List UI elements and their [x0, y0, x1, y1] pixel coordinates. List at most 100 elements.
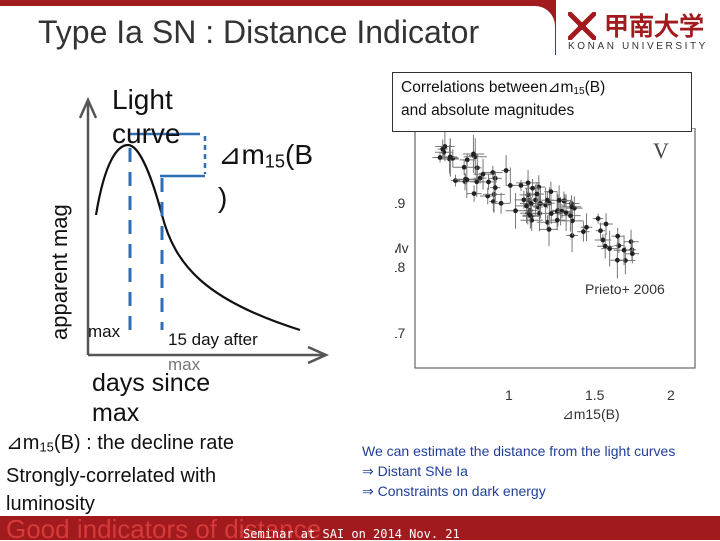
caption-line2: and absolute magnitudes [401, 102, 575, 119]
scatter-point [570, 218, 575, 224]
x-axis-label-line2: max [92, 399, 140, 424]
scatter-point [580, 229, 586, 235]
light-curve-sketch [78, 96, 330, 365]
scatter-point [569, 204, 575, 210]
scatter-point [513, 208, 518, 214]
x-axis-label-line1: days since [92, 369, 211, 397]
scatter-point [464, 177, 470, 183]
light-label-line1: Light [112, 84, 173, 115]
y-axis-arrow [78, 96, 98, 119]
scatter-point [554, 208, 560, 214]
scatter-point [474, 179, 480, 185]
logo-text: 甲南大学 [604, 12, 705, 41]
light-curve-path [94, 143, 301, 332]
ytick-label: -19 [395, 195, 405, 211]
scatter-point [614, 257, 620, 263]
plot-ylabel: Mv [395, 240, 409, 256]
scatter-point [507, 183, 513, 188]
scatter-point [569, 233, 575, 238]
footer-text: Seminar at SAI on 2014 Nov. 21 [243, 527, 460, 541]
scatter-point [598, 228, 603, 234]
scatter-point [563, 210, 569, 216]
delta-m15-label: ⊿m15(B [218, 139, 314, 172]
scatter-point [529, 217, 535, 223]
logo-subtitle: KONAN UNIVERSITY [568, 41, 708, 52]
scatter-point [554, 217, 560, 223]
scatter-point [471, 191, 477, 197]
scatter-point [528, 201, 534, 206]
mv-vs-dm15-plot: V Mv -19 -18 -17 1 1.5 2 Prieto+ 2006 [395, 128, 710, 406]
scatter-point [595, 216, 601, 221]
scatter-point [471, 151, 476, 157]
right-notes: We can estimate the distance from the li… [362, 441, 675, 501]
plot-xlabel: ⊿m15(B) [562, 406, 620, 422]
scatter-point [546, 226, 552, 232]
note-line1: We can estimate the distance from the li… [362, 443, 676, 459]
scatter-points [432, 131, 640, 279]
scatter-point [437, 155, 443, 160]
scatter-point [556, 197, 562, 203]
xtick-label: 1 [505, 387, 513, 403]
scatter-point [492, 185, 498, 191]
scatter-point [534, 191, 540, 197]
scatter-point [548, 211, 554, 216]
scatter-point [530, 185, 535, 191]
good-indicators-text: Good indicators of distance [6, 514, 322, 540]
after-label-line2: max [168, 355, 201, 374]
bottom-line2: Strongly-correlated with [6, 464, 217, 487]
scatter-point [600, 237, 606, 243]
xtick-label: 1.5 [585, 387, 605, 403]
scatter-point [480, 171, 486, 177]
scatter-point [615, 233, 621, 239]
slide-title: Type Ia SN : Distance Indicator [38, 14, 480, 50]
y-axis-label: apparent mag [47, 204, 72, 340]
scatter-point [561, 198, 567, 204]
scatter-point [603, 221, 609, 227]
plot-frame-box [414, 128, 696, 369]
bottom-line1: ⊿m15(B) : the decline rate [6, 432, 234, 455]
delta-m15-close: ) [218, 182, 228, 213]
bottom-line3: luminosity [6, 492, 95, 515]
scatter-point [498, 200, 504, 206]
scatter-point [461, 164, 467, 170]
caption-line1: Correlations between⊿m15(B) [401, 79, 606, 97]
university-logo-icon [568, 12, 596, 40]
citation-label: Prieto+ 2006 [585, 281, 665, 297]
scatter-point [447, 154, 453, 160]
scatter-point [544, 197, 550, 203]
footer-bar [0, 516, 720, 540]
scatter-point [518, 182, 524, 188]
scatter-point [525, 180, 531, 186]
delta-symbol: ⊿ [218, 139, 242, 170]
scatter-point [584, 224, 589, 230]
scatter-point [486, 179, 491, 185]
x-axis-arrow [307, 345, 330, 365]
max-label: max [88, 322, 121, 341]
scatter-point [521, 197, 527, 203]
light-label-line2: curve [112, 118, 181, 149]
scatter-point [440, 146, 446, 152]
scatter-point [464, 157, 470, 163]
scatter-point [602, 243, 608, 249]
scatter-point [628, 239, 634, 245]
scatter-point [490, 199, 496, 204]
scatter-point [527, 212, 533, 218]
title-panel: Type Ia SN : Distance Indicator [0, 6, 555, 55]
note-line3: ⇒ Constraints on dark energy [362, 483, 546, 499]
xtick-label: 2 [667, 387, 675, 403]
scatter-point [621, 247, 627, 253]
scatter-point [537, 210, 542, 216]
scatter-point [568, 213, 573, 219]
scatter-point [629, 251, 635, 257]
scatter-point [607, 246, 613, 252]
band-label: V [653, 138, 669, 163]
caption-box: Correlations between⊿m15(B) and absolute… [392, 72, 692, 132]
bottom-text: ⊿m15(B) : the decline rate Strongly-corr… [6, 429, 234, 518]
ytick-label: -18 [395, 259, 405, 275]
scatter-point [524, 203, 529, 209]
scatter-point [477, 175, 483, 181]
note-line2: ⇒ Distant SNe Ia [362, 463, 468, 479]
after-label-line1: 15 day after [168, 330, 258, 349]
ytick-label: -17 [395, 325, 405, 341]
scatter-point [548, 189, 554, 195]
